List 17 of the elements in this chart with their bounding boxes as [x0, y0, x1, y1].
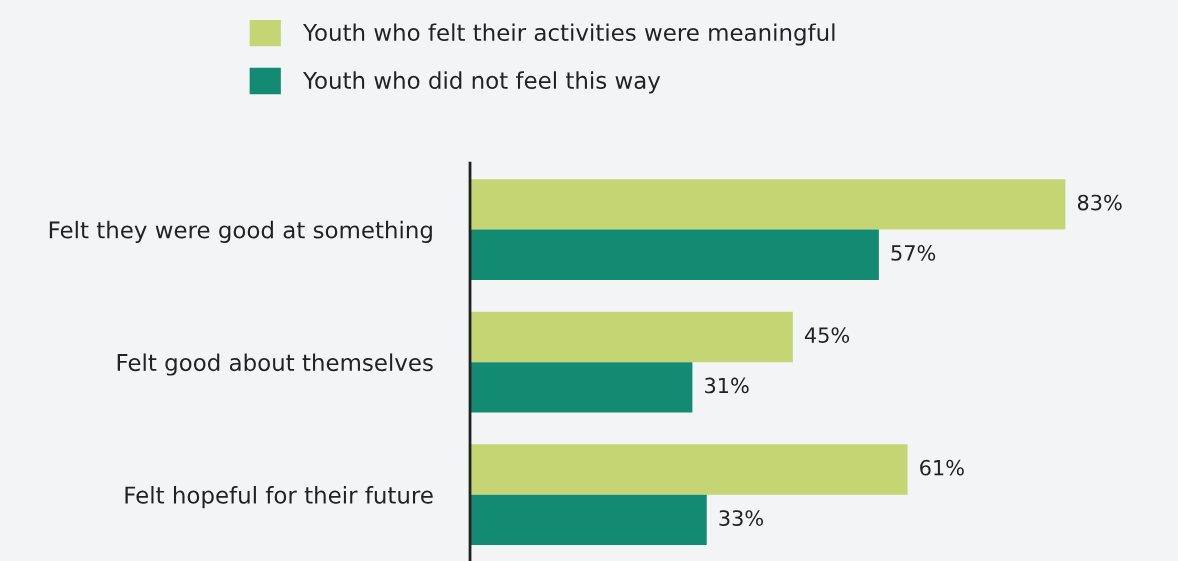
data-label: 45% [804, 327, 850, 343]
data-label: 33% [719, 510, 763, 526]
y-tick-label: Felt hopeful for their future [125, 486, 433, 509]
data-label: 31% [705, 377, 749, 394]
y-tick-label: Felt they were good at something [49, 220, 432, 244]
bar [470, 494, 707, 546]
bar [470, 229, 879, 280]
bar [470, 179, 1066, 230]
y-tick-label: Felt good about themselves [117, 353, 433, 376]
data-label: 61% [920, 459, 964, 476]
data-label: 57% [891, 245, 936, 261]
data-label: 83% [1077, 194, 1122, 211]
bar [470, 362, 693, 413]
bar [470, 444, 908, 495]
legend-label: Youth who did not feel this way [303, 71, 661, 94]
bar [470, 311, 793, 363]
legend-label: Youth who felt their activities were meaningful [303, 23, 835, 46]
